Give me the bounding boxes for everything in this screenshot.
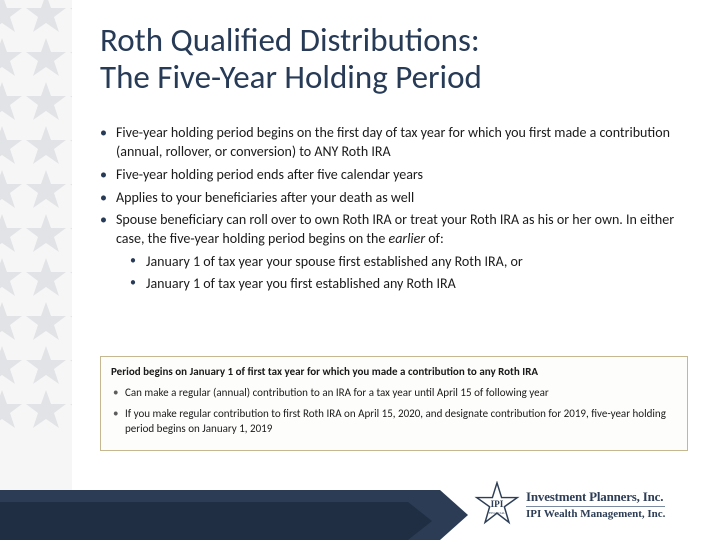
footer-chevron xyxy=(0,470,500,540)
logo-block: IPI FINANCIAL Investment Planners, Inc. … xyxy=(474,482,706,526)
callout-bullets: Can make a regular (annual) contribution… xyxy=(111,386,677,437)
sub-bullet-1: January 1 of tax year your spouse first … xyxy=(116,253,690,272)
bullet-1: Five-year holding period begins on the f… xyxy=(100,124,690,162)
logo-line-1: Investment Planners, Inc. xyxy=(526,489,665,505)
bullet-3: Applies to your beneficiaries after your… xyxy=(100,189,690,208)
main-content: Roth Qualified Distributions:The Five-Ye… xyxy=(100,22,690,298)
svg-text:FINANCIAL: FINANCIAL xyxy=(489,511,505,515)
title-line1: Roth Qualified Distributions:The Five-Ye… xyxy=(100,20,482,97)
main-bullets: Five-year holding period begins on the f… xyxy=(100,124,690,294)
callout-head: Period begins on January 1 of first tax … xyxy=(111,365,677,380)
logo-badge-text: IPI xyxy=(491,499,504,509)
logo-star-icon: IPI FINANCIAL xyxy=(474,481,520,527)
slide-title: Roth Qualified Distributions:The Five-Ye… xyxy=(100,22,690,96)
footer: IPI FINANCIAL Investment Planners, Inc. … xyxy=(0,470,720,540)
logo-line-2: IPI Wealth Management, Inc. xyxy=(526,506,665,520)
sidebar-star-strip xyxy=(0,0,72,540)
bullet-4: Spouse beneficiary can roll over to own … xyxy=(100,211,690,294)
callout-item-2: If you make regular contribution to firs… xyxy=(111,407,677,437)
callout-item-1: Can make a regular (annual) contribution… xyxy=(111,386,677,401)
bullet-4-text: Spouse beneficiary can roll over to own … xyxy=(116,211,674,247)
callout-box: Period begins on January 1 of first tax … xyxy=(100,356,688,451)
sub-bullet-2: January 1 of tax year you first establis… xyxy=(116,275,690,294)
star-pattern xyxy=(0,0,72,540)
bullet-2: Five-year holding period ends after five… xyxy=(100,166,690,185)
logo-text: Investment Planners, Inc. IPI Wealth Man… xyxy=(526,489,665,520)
sub-bullets: January 1 of tax year your spouse first … xyxy=(116,253,690,294)
